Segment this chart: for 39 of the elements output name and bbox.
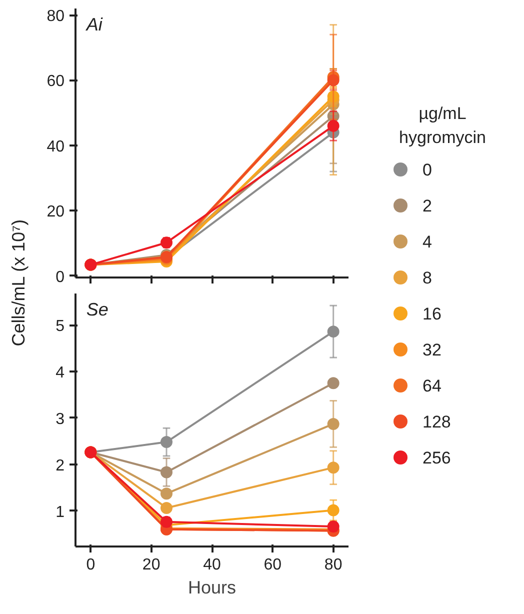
- y-tick-label: 5: [56, 318, 65, 336]
- point: [327, 326, 340, 338]
- point: [160, 502, 172, 514]
- point: [327, 504, 340, 516]
- x-tick-label: 80: [324, 556, 342, 574]
- y-tick-label: 1: [56, 504, 65, 521]
- legend-label: 16: [422, 304, 442, 324]
- y-tick-label: 40: [46, 138, 65, 156]
- y-tick-label: 20: [46, 204, 65, 221]
- y-tick-label: 0: [56, 268, 65, 286]
- x-axis-title: Hours: [188, 578, 236, 598]
- legend-title: µg/mL hygromycin: [399, 104, 486, 147]
- x-tick-label: 0: [86, 556, 96, 574]
- legend-label: 32: [422, 340, 442, 360]
- y-tick-label: 4: [56, 364, 65, 382]
- x-tick-label: 40: [203, 556, 221, 574]
- y-axis-title: Cells/mL (x 10⁷): [8, 219, 28, 346]
- x-tick-label: 60: [264, 556, 282, 574]
- legend-label: 2: [422, 196, 432, 216]
- legend-label: 0: [422, 160, 432, 180]
- point: [160, 466, 172, 478]
- point: [327, 462, 340, 474]
- point: [327, 418, 340, 430]
- legend-label: 64: [422, 376, 442, 396]
- legend-label: 8: [422, 268, 432, 288]
- point: [327, 377, 340, 390]
- y-tick-label: 3: [56, 410, 65, 428]
- legend-label: 128: [422, 412, 451, 432]
- chart-title: Se: [86, 300, 108, 320]
- chart-title: Ai: [85, 14, 104, 34]
- y-tick-label: 80: [46, 8, 65, 26]
- legend-label: 256: [422, 448, 451, 468]
- legend-label: 4: [422, 232, 432, 252]
- x-tick-label: 20: [142, 556, 160, 574]
- point: [160, 436, 172, 448]
- y-tick-label: 2: [56, 457, 65, 474]
- point: [160, 488, 172, 500]
- y-tick-label: 60: [46, 73, 65, 90]
- point: [327, 120, 340, 132]
